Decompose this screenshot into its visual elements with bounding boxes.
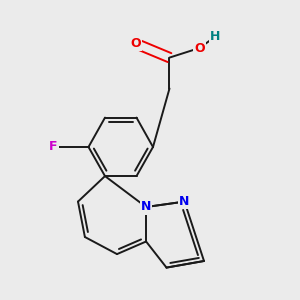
Text: N: N: [141, 200, 151, 214]
Text: O: O: [130, 37, 141, 50]
Text: F: F: [49, 140, 58, 154]
Text: N: N: [179, 195, 190, 208]
Text: O: O: [194, 41, 205, 55]
Text: H: H: [210, 30, 220, 43]
